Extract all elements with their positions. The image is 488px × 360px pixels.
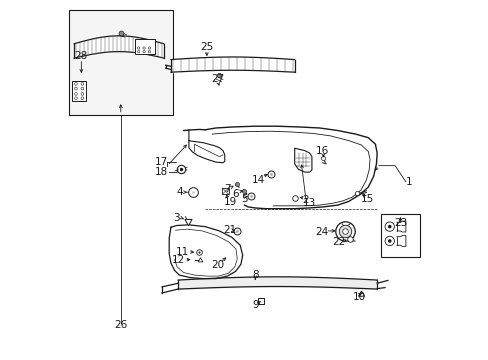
Text: 7: 7: [224, 184, 230, 194]
Text: 28: 28: [75, 51, 88, 61]
Text: 5: 5: [241, 194, 247, 204]
Text: 2: 2: [302, 195, 308, 205]
Text: 16: 16: [315, 145, 328, 156]
Text: 18: 18: [154, 167, 167, 177]
Text: 17: 17: [154, 157, 167, 167]
Text: 26: 26: [114, 320, 127, 330]
Text: 10: 10: [352, 292, 365, 302]
Bar: [380, 214, 419, 257]
Bar: [72, 81, 86, 101]
Text: 9: 9: [251, 300, 258, 310]
Text: 22: 22: [331, 237, 345, 247]
Circle shape: [387, 225, 391, 228]
Text: 12: 12: [171, 255, 184, 265]
Text: 8: 8: [251, 270, 258, 280]
Text: 13: 13: [302, 198, 315, 208]
Text: 15: 15: [360, 194, 373, 204]
Text: 24: 24: [314, 227, 327, 237]
Text: 20: 20: [211, 260, 224, 270]
Text: 14: 14: [252, 175, 265, 185]
Text: 23: 23: [393, 218, 407, 228]
Text: 6: 6: [232, 189, 239, 199]
Text: 1: 1: [406, 177, 412, 187]
Text: 25: 25: [200, 42, 213, 52]
Text: 3: 3: [173, 213, 179, 222]
Circle shape: [387, 239, 391, 243]
Text: 21: 21: [223, 225, 236, 235]
Text: 4: 4: [176, 187, 183, 197]
Bar: [69, 10, 172, 116]
Bar: [135, 39, 155, 54]
Text: 27: 27: [210, 74, 224, 84]
Text: 19: 19: [223, 197, 236, 207]
Bar: [222, 188, 228, 194]
Text: 11: 11: [176, 247, 189, 257]
